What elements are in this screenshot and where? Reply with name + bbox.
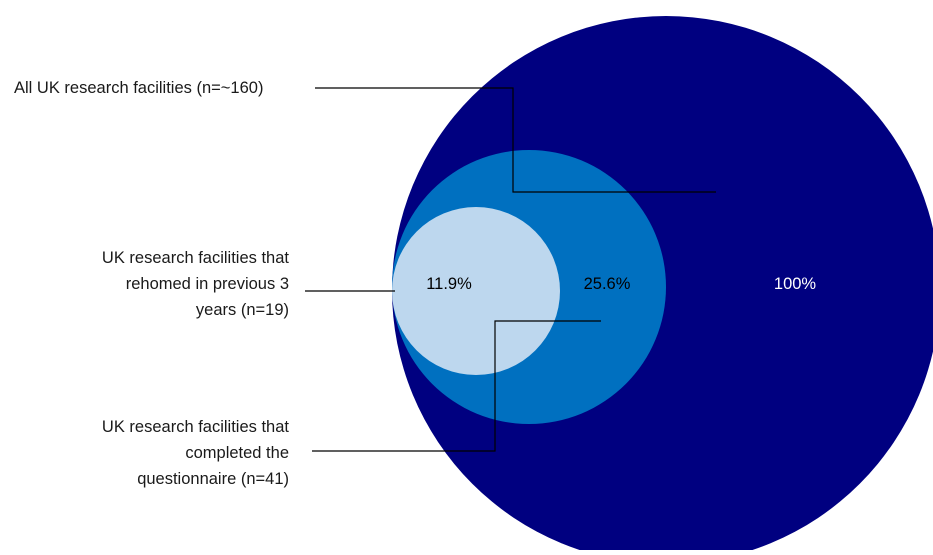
inner-circle: [392, 207, 560, 375]
outer-set-label-line: All UK research facilities (n=~160): [14, 79, 264, 97]
leader-line-middle: [312, 320, 601, 452]
middle-set-label-line: UK research facilities that: [101, 418, 289, 436]
leader-line-outer: [315, 87, 716, 193]
middle-set-label-line: questionnaire (n=41): [137, 470, 289, 488]
inner-set-label-line: UK research facilities that: [101, 249, 289, 267]
middle-set-label-line: completed the: [185, 444, 289, 462]
inner-set-label-line: rehomed in previous 3: [125, 275, 289, 293]
inner-set-label: UK research facilities that rehomed in p…: [102, 245, 289, 323]
middle-set-label: UK research facilities that completed th…: [102, 414, 289, 492]
outer-set-label: All UK research facilities (n=~160): [14, 75, 263, 101]
outer-value-label: 100%: [774, 275, 817, 293]
middle-value-label: 25.6%: [584, 275, 631, 293]
inner-value-label: 11.9%: [426, 275, 472, 293]
inner-set-label-line: years (n=19): [195, 301, 289, 319]
